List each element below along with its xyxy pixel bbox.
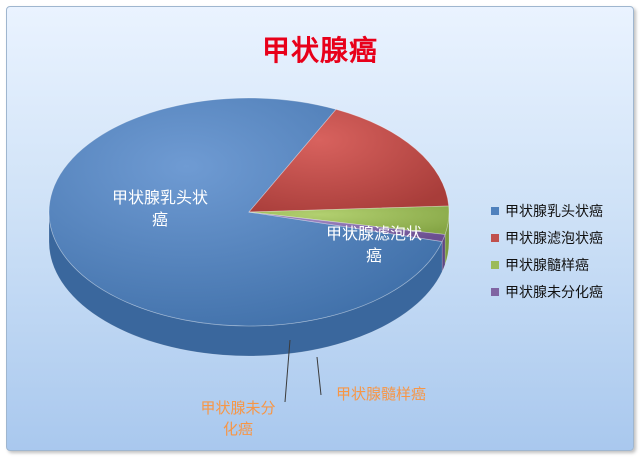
pie-slice-medullary xyxy=(248,205,450,235)
pie-slice-papillary xyxy=(48,97,443,327)
legend-label-papillary: 甲状腺乳头状癌 xyxy=(505,204,603,220)
legend-item-anaplastic: 甲状腺未分化癌 xyxy=(491,282,603,302)
leader-line-anaplastic xyxy=(284,339,291,403)
data-label-follicular: 甲状腺滤泡状癌 xyxy=(326,224,422,265)
chart-frame: 甲状腺癌 甲状腺乳头状癌 甲状腺滤泡状癌 甲状腺髓样癌 甲状腺未分化癌 甲状腺乳头状癌 xyxy=(6,6,634,451)
chart-legend: 甲状腺乳头状癌 甲状腺滤泡状癌 甲状腺髓样癌 甲状腺未分化癌 xyxy=(491,201,603,302)
pie-slice-anaplastic xyxy=(248,211,446,242)
leader-line-medullary xyxy=(316,356,322,396)
legend-swatch-follicular xyxy=(491,234,499,242)
legend-swatch-medullary xyxy=(491,261,499,269)
data-label-anaplastic: 甲状腺未分化癌 xyxy=(200,399,275,438)
legend-label-medullary: 甲状腺髓样癌 xyxy=(505,258,589,274)
chart-title: 甲状腺癌 xyxy=(261,34,378,67)
pie-slice-follicular xyxy=(248,108,450,213)
legend-item-follicular: 甲状腺滤泡状癌 xyxy=(491,228,603,248)
legend-swatch-papillary xyxy=(491,207,499,215)
legend-label-anaplastic: 甲状腺未分化癌 xyxy=(505,285,603,301)
data-label-medullary: 甲状腺髓样癌 xyxy=(336,385,426,403)
data-label-papillary: 甲状腺乳头状癌 xyxy=(112,188,208,229)
legend-swatch-anaplastic xyxy=(491,288,499,296)
legend-item-papillary: 甲状腺乳头状癌 xyxy=(491,201,603,221)
legend-item-medullary: 甲状腺髓样癌 xyxy=(491,255,603,275)
legend-label-follicular: 甲状腺滤泡状癌 xyxy=(505,231,603,247)
